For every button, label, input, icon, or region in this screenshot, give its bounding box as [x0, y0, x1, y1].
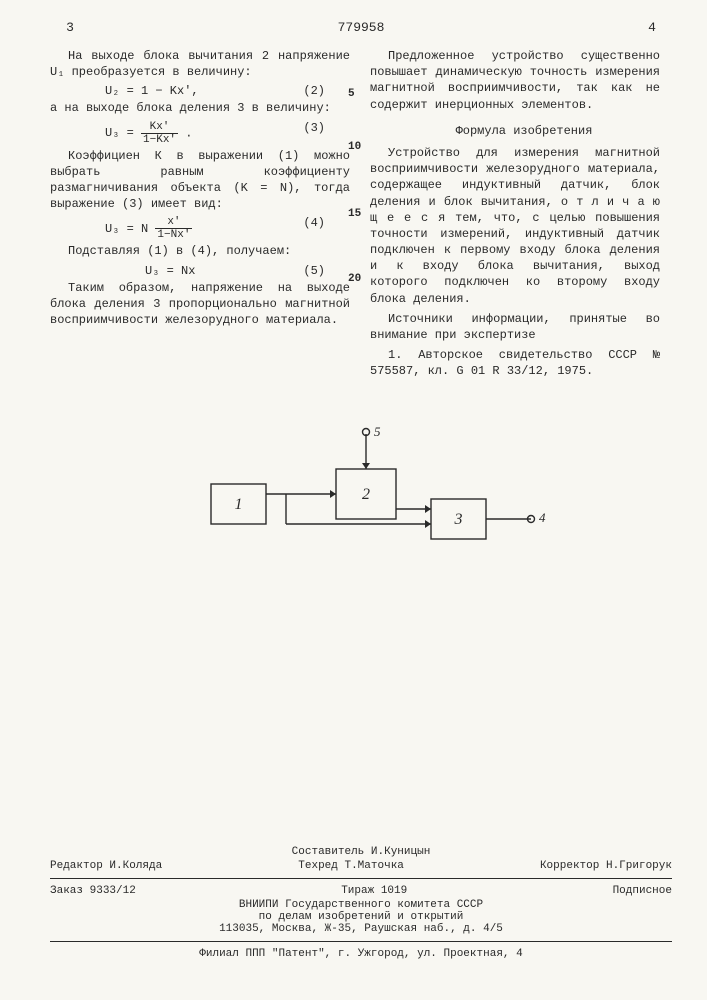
compiler-name: И.Куницын — [371, 846, 430, 858]
col-num-right: 4 — [632, 20, 672, 40]
formula-5: U₃ = Nx (5) — [50, 264, 350, 278]
formula-number: (4) — [303, 216, 325, 230]
svg-text:1: 1 — [235, 496, 243, 513]
tirage-value: 1019 — [381, 885, 407, 897]
doc-number: 779958 — [90, 20, 632, 35]
divider — [50, 941, 672, 942]
svg-text:3: 3 — [454, 511, 463, 528]
right-column: Предложенное устройство существенно повы… — [370, 48, 660, 384]
org-line-2: по делам изобретений и открытий — [50, 911, 672, 923]
paragraph: Устройство для измерения магнитной воспр… — [370, 145, 660, 307]
paragraph: Подставляя (1) в (4), получаем: — [50, 243, 350, 259]
address-1: 113035, Москва, Ж-35, Раушская наб., д. … — [50, 923, 672, 935]
paragraph: Источники информации, принятые во вниман… — [370, 311, 660, 343]
paragraph: а на выходе блока деления 3 в величину: — [50, 100, 350, 116]
techred-name: Т.Маточка — [344, 860, 403, 872]
formula-text: U₃ = Nx — [145, 264, 195, 278]
fraction: Kx′ 1−Kx′ — [141, 121, 178, 146]
paragraph: Коэффициен К в выражении (1) можно выбра… — [50, 148, 350, 213]
col-num-left: 3 — [50, 20, 90, 40]
tirage-label: Тираж — [341, 885, 374, 897]
formula-3: U₃ = Kx′ 1−Kx′ . (3) — [50, 121, 350, 146]
block-diagram: 12354 — [191, 424, 531, 584]
formula-number: (5) — [303, 264, 325, 278]
techred-label: Техред — [298, 860, 338, 872]
order-value: 9333/12 — [90, 885, 136, 897]
formula-2: U₂ = 1 − Kx′, (2) — [50, 84, 350, 98]
formula-lhs: U₃ = — [105, 126, 134, 140]
fraction: x′ 1−Nx′ — [155, 216, 192, 241]
divider — [50, 878, 672, 879]
editor-name: И.Коляда — [109, 860, 162, 872]
diagram-svg: 1 2 3 5 4 — [191, 424, 551, 584]
formula-lhs: U₃ = N — [105, 222, 148, 236]
formula-4: U₃ = N x′ 1−Nx′ (4) — [50, 216, 350, 241]
paragraph: Предложенное устройство существенно повы… — [370, 48, 660, 113]
subscription: Подписное — [613, 885, 672, 897]
svg-text:5: 5 — [374, 424, 381, 439]
left-column: На выходе блока вычитания 2 напряжение U… — [50, 48, 350, 384]
corrector-label: Корректор — [540, 860, 599, 872]
formula-number: (3) — [303, 121, 325, 135]
formula-text: U₂ = 1 − Kx′, — [105, 84, 199, 98]
compiler-label: Составитель — [292, 846, 365, 858]
paragraph: На выходе блока вычитания 2 напряжение U… — [50, 48, 350, 80]
svg-text:2: 2 — [362, 486, 370, 503]
editor-label: Редактор — [50, 860, 103, 872]
formula-number: (2) — [303, 84, 325, 98]
order-label: Заказ — [50, 885, 83, 897]
branch: Филиал ППП "Патент", г. Ужгород, ул. Про… — [50, 948, 672, 960]
corrector-name: Н.Григорук — [606, 860, 672, 872]
paragraph: 1. Авторское свидетельство СССР № 575587… — [370, 347, 660, 379]
org-line-1: ВНИИПИ Государственного комитета СССР — [50, 899, 672, 911]
section-heading: Формула изобретения — [370, 123, 660, 139]
paragraph: Таким образом, напряжение на выходе блок… — [50, 280, 350, 329]
formula-dot: . — [185, 126, 192, 140]
svg-text:4: 4 — [539, 510, 546, 525]
footer: Составитель И.Куницын Редактор И.Коляда … — [50, 846, 672, 960]
